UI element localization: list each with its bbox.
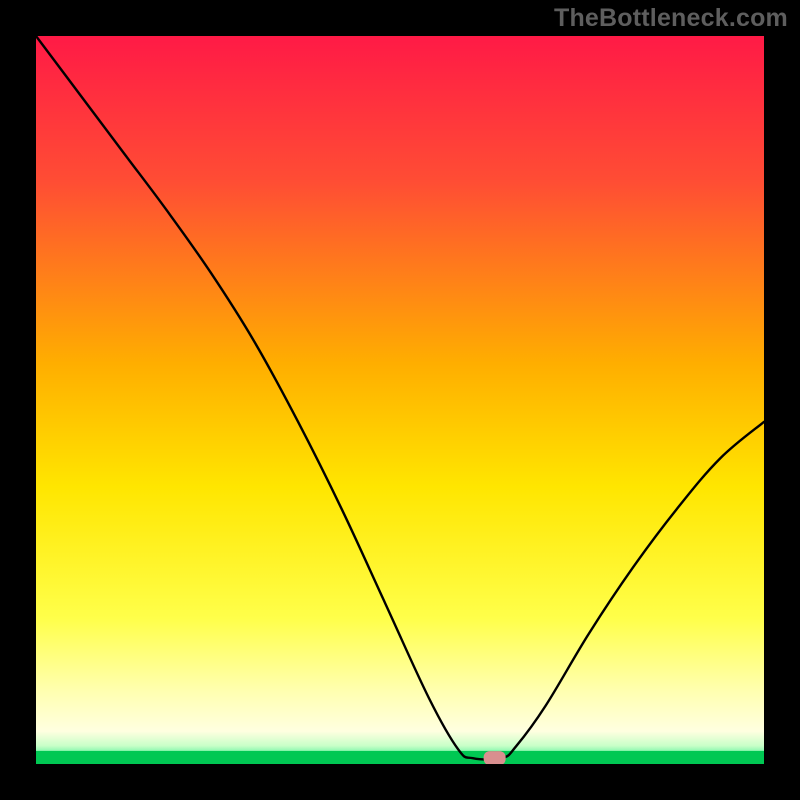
optimal-marker (484, 751, 506, 764)
watermark-text: TheBottleneck.com (554, 4, 788, 33)
chart-background (36, 36, 764, 764)
chart-baseline-strip (36, 751, 764, 764)
chart-svg (36, 36, 764, 764)
chart-canvas (36, 36, 764, 764)
